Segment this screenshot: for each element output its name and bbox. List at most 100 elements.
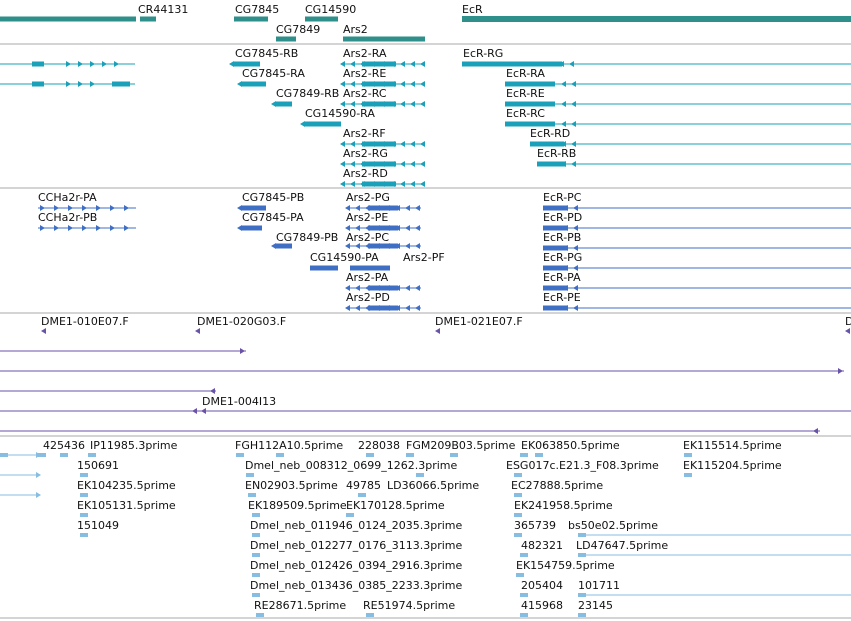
est-feature[interactable]: [366, 453, 374, 457]
exon-block[interactable]: [112, 81, 130, 87]
transcript-label[interactable]: CG7845-PB: [242, 191, 305, 204]
transcript-label[interactable]: Ars2-PF: [403, 251, 445, 264]
exon-block[interactable]: [537, 161, 565, 167]
est-feature[interactable]: [684, 453, 692, 457]
est-feature[interactable]: [248, 493, 256, 497]
transcript-label[interactable]: Ars2-RA: [343, 47, 387, 60]
est-label[interactable]: EK105131.5prime: [77, 499, 176, 512]
transcript-label[interactable]: Ars2-PD: [346, 291, 390, 304]
exon-block[interactable]: [368, 285, 398, 291]
transcript-label[interactable]: Ars2-PG: [346, 191, 390, 204]
est-label[interactable]: RE51974.5prime: [363, 599, 456, 612]
transcript-label[interactable]: EcR-PD: [543, 211, 583, 224]
est-label[interactable]: 101711: [578, 579, 620, 592]
est-feature[interactable]: [60, 453, 68, 457]
est-feature[interactable]: [535, 453, 543, 457]
transcript-label[interactable]: CG7849-PB: [276, 231, 339, 244]
transcript-label[interactable]: CG14590-PA: [310, 251, 379, 264]
transcript-label[interactable]: EcR-PC: [543, 191, 582, 204]
exon-block[interactable]: [234, 61, 260, 67]
est-feature[interactable]: [236, 453, 244, 457]
est-label[interactable]: EK115204.5prime: [683, 459, 782, 472]
transcript-label[interactable]: Ars2-RF: [343, 127, 386, 140]
est-feature[interactable]: [578, 613, 586, 617]
exon-block[interactable]: [543, 285, 567, 291]
gene-model[interactable]: [276, 36, 296, 42]
est-feature[interactable]: [80, 513, 88, 517]
exon-block[interactable]: [368, 205, 398, 211]
transcript-label[interactable]: CG14590-RA: [305, 107, 375, 120]
est-label[interactable]: EK154759.5prime: [516, 559, 615, 572]
exon-block[interactable]: [276, 243, 292, 249]
exon-block[interactable]: [362, 181, 396, 187]
transcript-label[interactable]: CG7845-PA: [242, 211, 304, 224]
est-label[interactable]: EK104235.5prime: [77, 479, 176, 492]
est-feature[interactable]: [450, 453, 458, 457]
est-feature[interactable]: [252, 553, 260, 557]
est-label[interactable]: EC27888.5prime: [511, 479, 604, 492]
exon-block[interactable]: [543, 245, 567, 251]
est-label[interactable]: EK170128.5prime: [346, 499, 445, 512]
est-label[interactable]: FGH112A10.5prime: [235, 439, 344, 452]
exon-block[interactable]: [362, 161, 396, 167]
exon-block[interactable]: [530, 141, 564, 147]
transcript-label[interactable]: Ars2-RD: [343, 167, 388, 180]
est-label[interactable]: EK189509.5prime: [248, 499, 347, 512]
transcript-label[interactable]: Ars2-RE: [343, 67, 387, 80]
est-feature[interactable]: [366, 613, 374, 617]
exon-block[interactable]: [505, 101, 555, 107]
gene-model[interactable]: [140, 16, 156, 22]
transcript-label[interactable]: EcR-PB: [543, 231, 582, 244]
exon-block[interactable]: [242, 81, 266, 87]
est-label[interactable]: 425436: [43, 439, 85, 452]
clone-label[interactable]: D: [845, 315, 851, 328]
est-feature[interactable]: [520, 453, 528, 457]
est-label[interactable]: 23145: [578, 599, 613, 612]
est-feature[interactable]: [346, 513, 354, 517]
exon-block[interactable]: [242, 225, 262, 231]
est-feature[interactable]: [88, 453, 96, 457]
transcript-label[interactable]: EcR-RG: [463, 47, 504, 60]
est-label[interactable]: EK115514.5prime: [683, 439, 782, 452]
exon-block[interactable]: [242, 205, 266, 211]
exon-block[interactable]: [350, 265, 390, 271]
est-label[interactable]: IP11985.3prime: [90, 439, 178, 452]
transcript-label[interactable]: EcR-RE: [506, 87, 545, 100]
transcript-label[interactable]: CCHa2r-PB: [38, 211, 98, 224]
exon-block[interactable]: [362, 101, 396, 107]
exon-block[interactable]: [543, 205, 567, 211]
est-label[interactable]: 150691: [77, 459, 119, 472]
gene-label[interactable]: CG14590: [305, 3, 357, 16]
exon-block[interactable]: [310, 265, 338, 271]
est-feature[interactable]: [252, 513, 260, 517]
est-label[interactable]: FGM209B03.5prime: [406, 439, 516, 452]
gene-label[interactable]: Ars2: [343, 23, 368, 36]
transcript-label[interactable]: CG7849-RB: [276, 87, 340, 100]
est-label[interactable]: RE28671.5prime: [254, 599, 347, 612]
est-feature[interactable]: [252, 533, 260, 537]
est-feature[interactable]: [520, 593, 528, 597]
clone-label[interactable]: DME1-020G03.F: [197, 315, 287, 328]
clone-label[interactable]: DME1-010E07.F: [41, 315, 129, 328]
est-feature[interactable]: [684, 473, 692, 477]
est-feature[interactable]: [80, 493, 88, 497]
exon-block[interactable]: [32, 81, 44, 87]
est-feature[interactable]: [416, 473, 424, 477]
est-label[interactable]: LD47647.5prime: [576, 539, 669, 552]
gene-label[interactable]: CG7849: [276, 23, 321, 36]
transcript-label[interactable]: EcR-PG: [543, 251, 583, 264]
transcript-label[interactable]: EcR-PE: [543, 291, 581, 304]
est-feature[interactable]: [520, 613, 528, 617]
gene-label[interactable]: CR44131: [138, 3, 189, 16]
est-feature[interactable]: [256, 613, 264, 617]
est-label[interactable]: 205404: [521, 579, 563, 592]
est-feature[interactable]: [514, 473, 522, 477]
est-label[interactable]: 228038: [358, 439, 400, 452]
exon-block[interactable]: [362, 81, 396, 87]
exon-block[interactable]: [543, 225, 567, 231]
est-feature[interactable]: [246, 473, 254, 477]
est-label[interactable]: LD36066.5prime: [387, 479, 480, 492]
transcript-label[interactable]: Ars2-PA: [346, 271, 389, 284]
est-feature[interactable]: [514, 493, 522, 497]
est-feature[interactable]: [38, 453, 46, 457]
